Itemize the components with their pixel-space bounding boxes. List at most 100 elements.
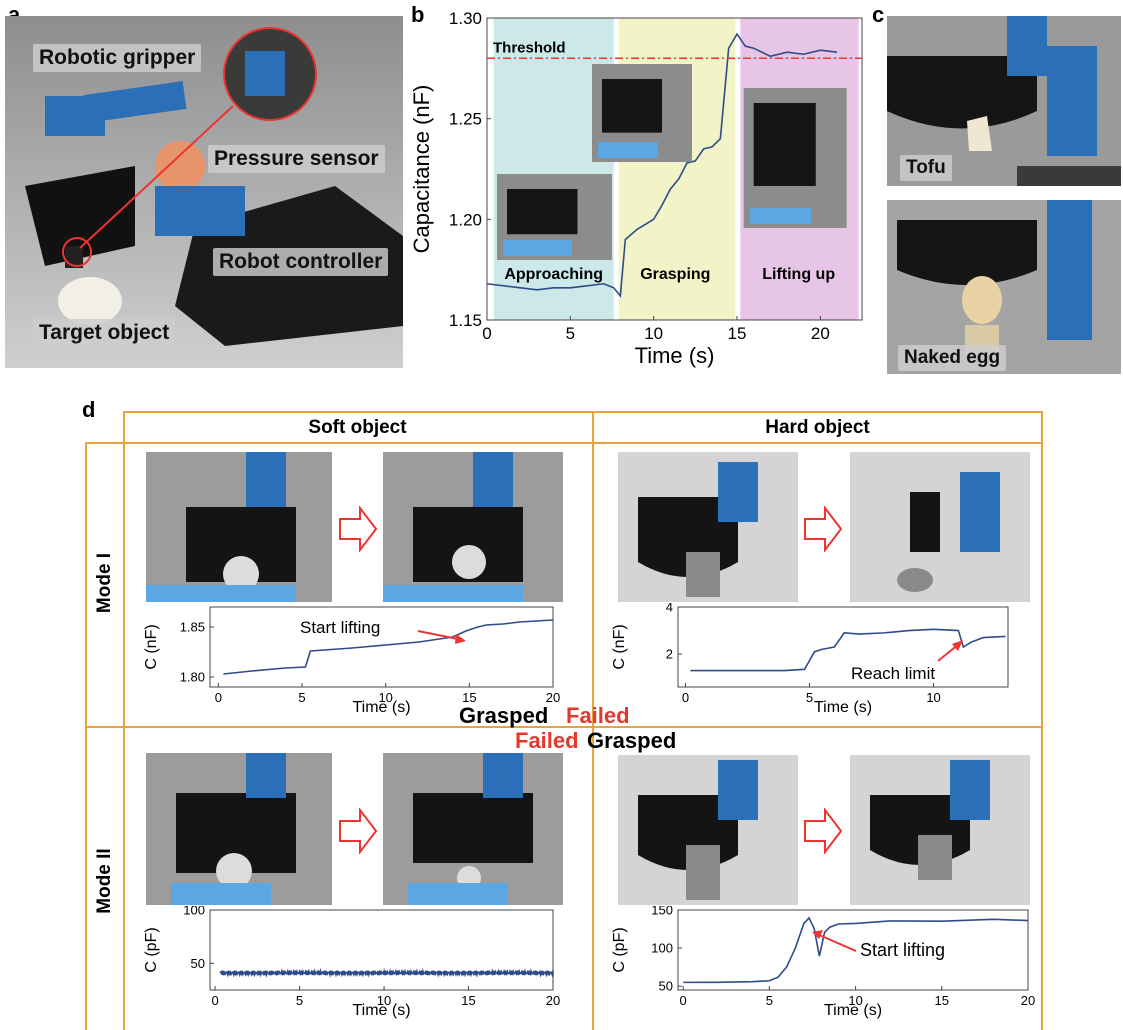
label-target-object: Target object	[33, 319, 176, 347]
series-line	[486, 32, 838, 298]
result-mode2-hard: Grasped	[587, 728, 677, 753]
arrow-right-icon	[338, 505, 378, 557]
x-axis-label: Time (s)	[352, 699, 410, 716]
mode2-hard-before-photo	[618, 755, 798, 905]
x-axis-label: Time (s)	[824, 1002, 882, 1019]
mode1-hard-after-photo	[850, 452, 1030, 602]
x-tick-label: 0	[680, 993, 687, 1008]
x-tick-label: 10	[377, 993, 391, 1008]
column-header-soft: Soft object	[308, 417, 407, 438]
mode1-hard-chart: 0 5 10 2 4 Time (s) C (nF) Reach limit	[611, 603, 1009, 716]
x-tick-label: 20	[811, 324, 830, 343]
mode2-soft-before-photo	[146, 753, 332, 905]
result-mode1-hard: Failed	[566, 703, 630, 728]
inset-box	[749, 208, 812, 224]
panel-letter-d: d	[82, 397, 96, 422]
plot-frame	[677, 909, 1029, 991]
grid-center	[592, 411, 594, 1030]
y-axis-label: C (nF)	[143, 624, 160, 669]
x-tick-label: 5	[298, 690, 305, 705]
y-tick-label: 1.20	[449, 210, 482, 229]
y-tick-label: 4	[666, 603, 673, 615]
label-robot-controller: Robot controller	[213, 248, 389, 276]
mode1-soft-before-photo	[146, 452, 332, 602]
y-axis-label: C (nF)	[611, 624, 628, 669]
y-tick-label: 1.85	[180, 620, 205, 635]
phase-label-approaching: Approaching	[504, 266, 603, 283]
arrow-right-icon	[803, 505, 843, 557]
y-tick-label: 100	[183, 906, 205, 918]
y-tick-label: 2	[666, 647, 673, 662]
annotation-reach-limit: Reach limit	[851, 664, 935, 683]
x-tick-label: 10	[378, 690, 392, 705]
mode2-hard-after-photo	[850, 755, 1030, 905]
row-header-mode2: Mode II	[94, 848, 115, 914]
result-mode2-soft: Failed	[515, 728, 579, 753]
inset-gripper	[753, 103, 816, 186]
series-line	[683, 916, 1029, 984]
annotation-start-lifting: Start lifting	[300, 618, 380, 637]
annotation-arrow	[816, 933, 857, 952]
plot-frame	[209, 606, 554, 688]
y-axis-label: C (pF)	[143, 927, 160, 972]
label-naked-egg: Naked egg	[898, 345, 1007, 371]
x-tick-label: 0	[215, 690, 222, 705]
y-axis-label: Capacitance (nF)	[409, 85, 434, 254]
mode2-hard-chart: 0 5 10 15 20 50 100 150 Time (s) C (pF) Start lift…	[611, 906, 1035, 1019]
row-header-mode1: Mode I	[94, 552, 115, 614]
x-tick-label: 5	[566, 324, 575, 343]
y-tick-label: 50	[191, 956, 205, 971]
grid-middle	[85, 726, 1043, 728]
inset-gripper	[507, 189, 578, 235]
y-axis-label: C (pF)	[611, 927, 628, 972]
x-tick-label: 15	[461, 993, 475, 1008]
label-pressure-sensor: Pressure sensor	[208, 145, 385, 173]
y-tick-label: 100	[651, 941, 673, 956]
arrow-right-icon	[803, 807, 843, 859]
x-tick-label: 20	[546, 690, 560, 705]
robot-setup-photo	[5, 16, 403, 368]
threshold-label: Threshold	[493, 39, 566, 56]
x-tick-label: 10	[644, 324, 663, 343]
x-axis-label: Time (s)	[635, 343, 715, 368]
result-mode1-soft: Grasped	[459, 703, 549, 728]
grid-top	[123, 411, 1043, 413]
mode1-soft-after-photo	[383, 452, 563, 602]
y-tick-label: 150	[651, 906, 673, 918]
phase-label-grasping: Grasping	[640, 266, 710, 283]
x-tick-label: 20	[546, 993, 560, 1008]
annotation-arrow	[417, 630, 464, 641]
plot-frame	[677, 606, 1009, 688]
grid-header-bottom	[85, 442, 1043, 444]
x-tick-label: 15	[935, 993, 949, 1008]
plot-frame	[486, 17, 863, 321]
inset-box	[503, 240, 572, 256]
capacitance-chart: 0 5 10 15 20 1.15 1.20 1.25 1.30 Time (s) Capacita…	[409, 9, 863, 368]
y-tick-label: 1.30	[449, 9, 482, 28]
x-axis-label: Time (s)	[814, 699, 872, 716]
y-tick-label: 1.80	[180, 670, 205, 685]
inset-gripper	[602, 79, 662, 133]
grid-left-header	[123, 411, 125, 442]
mode1-soft-chart: 0 5 10 15 20 1.80 1.85 Time (s) C (nF) Start lift…	[143, 606, 560, 716]
label-robotic-gripper: Robotic gripper	[33, 44, 202, 72]
grid-right	[1041, 411, 1043, 1030]
y-tick-label: 50	[659, 979, 673, 994]
series-line	[223, 619, 554, 675]
annotation-arrowhead	[455, 634, 466, 644]
grid-left-inner	[123, 442, 125, 1030]
x-axis-label: Time (s)	[352, 1002, 410, 1019]
x-tick-label: 5	[766, 993, 773, 1008]
x-tick-label: 10	[926, 690, 940, 705]
annotation-arrowhead	[812, 930, 823, 939]
arrow-right-icon	[338, 807, 378, 859]
x-tick-label: 10	[848, 993, 862, 1008]
x-tick-label: 5	[806, 690, 813, 705]
inset-box	[598, 142, 658, 158]
mode2-soft-after-photo	[383, 753, 563, 905]
x-tick-label: 20	[1021, 993, 1035, 1008]
y-tick-label: 1.15	[449, 311, 482, 330]
label-tofu: Tofu	[900, 155, 952, 181]
annotation-arrowhead	[952, 640, 963, 651]
x-tick-label: 0	[482, 324, 491, 343]
